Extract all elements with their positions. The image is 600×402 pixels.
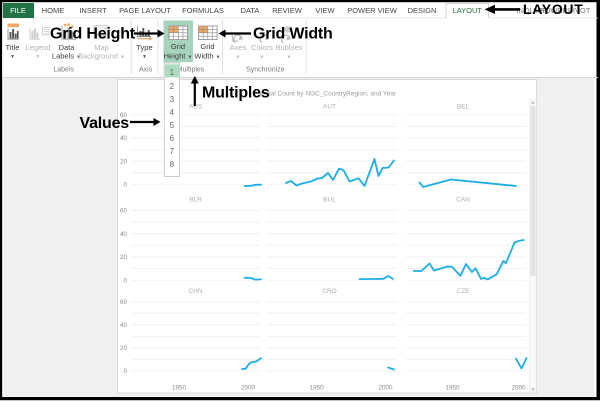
svg-text:Legend: Legend [25, 43, 50, 52]
svg-text:2000: 2000 [511, 385, 526, 392]
svg-text:Axis: Axis [139, 67, 153, 74]
svg-text:20: 20 [120, 254, 128, 261]
svg-text:Title: Title [6, 43, 20, 52]
svg-text:POWERPIVOT: POWERPIVOT [540, 6, 591, 15]
svg-text:0: 0 [123, 182, 127, 189]
svg-text:DATA: DATA [241, 6, 260, 15]
svg-text:FILE: FILE [10, 6, 26, 15]
svg-text:Multiples: Multiples [202, 85, 270, 102]
svg-text:Grid: Grid [171, 42, 185, 51]
svg-text:60: 60 [120, 299, 128, 306]
svg-text:20: 20 [120, 345, 128, 352]
svg-text:20: 20 [120, 158, 128, 165]
svg-text:Background ▼: Background ▼ [78, 52, 125, 61]
svg-text:0: 0 [123, 368, 127, 375]
svg-text:Synchronize: Synchronize [246, 67, 285, 74]
svg-text:1950: 1950 [172, 385, 187, 392]
svg-text:BUL: BUL [323, 197, 336, 204]
svg-text:2000: 2000 [241, 385, 256, 392]
svg-text:Medal Count by NOC_CountryRegi: Medal Count by NOC_CountryRegion, and Ye… [258, 91, 397, 98]
svg-text:6: 6 [170, 134, 175, 143]
svg-text:AUT: AUT [323, 104, 336, 111]
svg-text:PAGE LAYOUT: PAGE LAYOUT [119, 6, 171, 15]
svg-text:Values: Values [80, 115, 130, 132]
svg-text:VIEW: VIEW [315, 6, 335, 15]
svg-text:LAYOUT: LAYOUT [523, 1, 583, 17]
svg-text:BLR: BLR [189, 197, 202, 204]
svg-text:8: 8 [170, 160, 175, 169]
svg-text:1950: 1950 [445, 385, 460, 392]
svg-text:CZE: CZE [457, 288, 471, 295]
svg-text:BEL: BEL [457, 104, 470, 111]
svg-text:Data: Data [59, 43, 76, 52]
svg-text:40: 40 [120, 231, 128, 238]
svg-text:REVIEW: REVIEW [272, 6, 303, 15]
svg-text:Labels: Labels [53, 67, 74, 74]
svg-text:▼: ▼ [236, 55, 241, 61]
svg-text:Labels ▼: Labels ▼ [52, 52, 81, 61]
svg-text:AUS: AUS [189, 104, 203, 111]
svg-text:▼: ▼ [260, 55, 265, 61]
svg-text:40: 40 [120, 135, 128, 142]
svg-text:▼: ▼ [36, 54, 41, 60]
svg-text:Grid: Grid [200, 42, 214, 51]
svg-text:Grid Height: Grid Height [50, 26, 136, 43]
svg-text:DESIGN: DESIGN [408, 6, 437, 15]
svg-text:CAN: CAN [456, 197, 470, 204]
svg-text:Axes: Axes [230, 43, 247, 52]
svg-text:2: 2 [170, 82, 175, 91]
svg-text:LAYOUT: LAYOUT [453, 6, 483, 15]
svg-text:5: 5 [170, 121, 175, 130]
svg-text:4: 4 [170, 108, 175, 117]
svg-text:CRO: CRO [322, 288, 336, 295]
svg-text:3: 3 [170, 95, 175, 104]
svg-text:Type: Type [136, 43, 152, 52]
svg-text:60: 60 [120, 208, 128, 215]
svg-text:60: 60 [120, 112, 128, 119]
svg-text:Height ▼: Height ▼ [164, 52, 193, 61]
svg-text:Map: Map [94, 43, 109, 52]
svg-text:40: 40 [120, 322, 128, 329]
svg-text:INQUIRE: INQUIRE [516, 6, 547, 15]
svg-text:Multiples: Multiples [177, 67, 205, 74]
svg-text:Width ▼: Width ▼ [194, 52, 220, 61]
svg-text:7: 7 [170, 147, 175, 156]
svg-text:Bubbles: Bubbles [275, 43, 302, 52]
svg-text:1: 1 [170, 68, 175, 77]
svg-text:1950: 1950 [310, 385, 325, 392]
svg-text:INSERT: INSERT [79, 6, 107, 15]
svg-text:POWER VIEW: POWER VIEW [347, 6, 398, 15]
svg-text:▼: ▼ [142, 54, 147, 60]
svg-text:HOME: HOME [42, 6, 65, 15]
svg-text:0: 0 [123, 277, 127, 284]
svg-text:▼: ▼ [287, 55, 292, 61]
svg-text:2000: 2000 [378, 385, 393, 392]
svg-text:CHN: CHN [188, 288, 202, 295]
svg-text:FORMULAS: FORMULAS [182, 6, 224, 15]
svg-text:Grid Width: Grid Width [253, 26, 333, 43]
svg-text:▼: ▼ [10, 54, 15, 60]
svg-text:Colors: Colors [251, 43, 273, 52]
